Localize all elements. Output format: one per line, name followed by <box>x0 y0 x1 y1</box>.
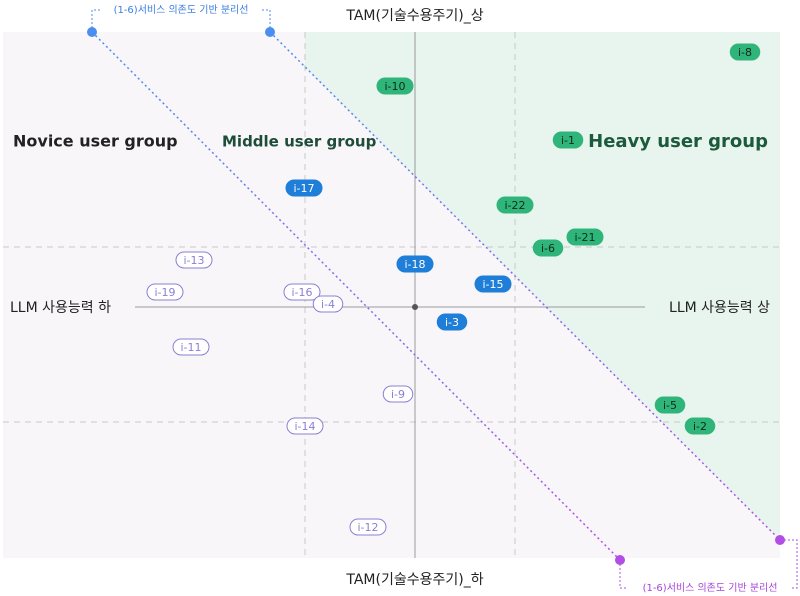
point-badge <box>382 385 414 403</box>
group-label: Heavy user group <box>588 131 768 152</box>
bracket <box>780 539 798 589</box>
point: i-11 <box>172 338 210 356</box>
point-badge <box>496 196 534 214</box>
point: i-19 <box>146 283 184 301</box>
point-badge <box>532 239 564 257</box>
point-label: i-11 <box>180 341 201 354</box>
point-badge <box>729 43 761 61</box>
point-label: i-18 <box>404 258 425 271</box>
axis-label: LLM 사용능력 상 <box>669 300 770 316</box>
point-label: i-4 <box>321 298 335 311</box>
point: i-10 <box>376 77 414 95</box>
point-label: i-14 <box>294 420 315 433</box>
point: i-2 <box>684 417 716 435</box>
point-label: i-21 <box>574 231 595 244</box>
point-badge <box>552 131 584 149</box>
point-badge <box>396 255 434 273</box>
point-label: i-10 <box>384 80 405 93</box>
point-label: i-2 <box>693 420 707 433</box>
point-badge <box>474 275 512 293</box>
point-label: i-6 <box>541 242 555 255</box>
group-label: Novice user group <box>13 132 178 151</box>
point: i-13 <box>175 251 213 269</box>
point-badge <box>175 251 213 269</box>
point-label: i-8 <box>738 46 752 59</box>
point-label: i-12 <box>357 521 378 534</box>
point: i-12 <box>349 518 387 536</box>
point: i-14 <box>286 417 324 435</box>
axis-label: LLM 사용능력 하 <box>10 300 111 316</box>
point: i-21 <box>566 228 604 246</box>
point: i-17 <box>285 179 323 197</box>
point-badge <box>286 417 324 435</box>
point: i-15 <box>474 275 512 293</box>
point-label: i-17 <box>293 182 314 195</box>
point: i-9 <box>382 385 414 403</box>
divider-label: (1-6)서비스 의존도 기반 분리선 <box>114 4 249 16</box>
point-badge <box>172 338 210 356</box>
grid <box>3 32 780 558</box>
axis-label: TAM(기술수용주기)_하 <box>345 572 483 588</box>
point-badge <box>285 179 323 197</box>
point-badge <box>654 396 686 414</box>
point-label: i-15 <box>482 278 503 291</box>
point: i-1 <box>552 131 584 149</box>
point-badge <box>566 228 604 246</box>
point-label: i-9 <box>391 388 405 401</box>
point: i-5 <box>654 396 686 414</box>
group-label: Middle user group <box>222 133 377 151</box>
point-badge <box>283 283 321 301</box>
point-label: i-5 <box>663 399 677 412</box>
point: i-6 <box>532 239 564 257</box>
point: i-22 <box>496 196 534 214</box>
point-badge <box>312 295 344 313</box>
bracket <box>91 9 100 32</box>
point: i-18 <box>396 255 434 273</box>
point-badge <box>684 417 716 435</box>
axis-label: TAM(기술수용주기)_상 <box>345 8 483 24</box>
point-label: i-19 <box>154 286 175 299</box>
point: i-3 <box>436 313 468 331</box>
point-label: i-16 <box>291 286 312 299</box>
point: i-8 <box>729 43 761 61</box>
point-badge <box>349 518 387 536</box>
point-label: i-3 <box>445 316 459 329</box>
point-badge <box>376 77 414 95</box>
origin <box>412 304 418 310</box>
point-label: i-13 <box>183 254 204 267</box>
bracket <box>619 560 628 589</box>
point: i-4 <box>312 295 344 313</box>
point-label: i-22 <box>504 199 525 212</box>
point-badge <box>436 313 468 331</box>
divider-label: (1-6)서비스 의존도 기반 분리선 <box>643 582 778 594</box>
point-label: i-1 <box>561 134 575 147</box>
bracket <box>262 9 271 32</box>
point-badge <box>146 283 184 301</box>
point: i-16 <box>283 283 321 301</box>
